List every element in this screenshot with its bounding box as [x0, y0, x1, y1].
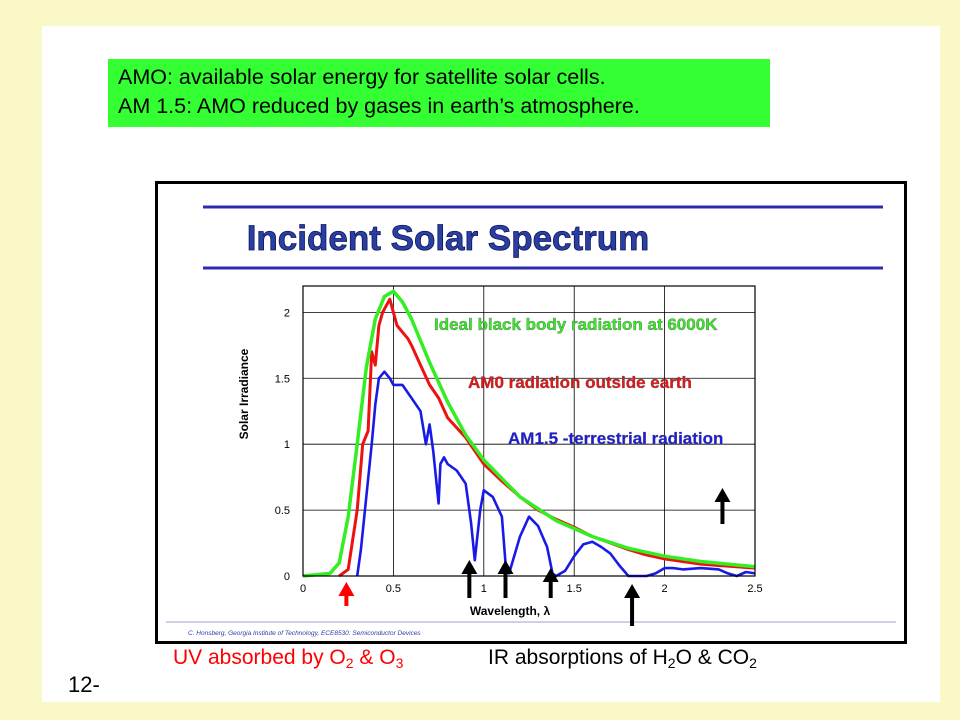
spectrum-chart: Incident Solar Spectrum 0 0.5 1 1.5 2 2.5 0 0.5… — [166, 205, 896, 637]
uv-caption-sub: 2 — [345, 655, 354, 671]
legend-am15: AM1.5 -terrestrial radiation — [508, 429, 723, 448]
y-tick-label: 2 — [284, 307, 290, 319]
uv-caption-text: UV absorbed by O — [173, 646, 346, 669]
x-tick-label: 2.5 — [747, 583, 762, 595]
ir-caption-sub: 2 — [667, 655, 676, 671]
blackbody-curve — [302, 289, 756, 578]
up-arrow-icon — [542, 568, 559, 582]
x-tick-label: 1.5 — [567, 583, 582, 595]
up-arrow-icon — [461, 560, 478, 574]
y-tick-label: 0.5 — [275, 505, 290, 517]
chart-axes: 0 0.5 1 1.5 2 2.5 0 0.5 1 1.5 2 — [275, 285, 763, 595]
plot-frame — [302, 285, 756, 577]
uv-caption-sub: 3 — [395, 655, 404, 671]
up-arrow-icon — [497, 560, 514, 574]
am0-curve — [338, 297, 756, 578]
ir-caption-text: O & CO — [675, 646, 750, 669]
figure-title: Incident Solar Spectrum — [247, 219, 650, 258]
solar-spectrum-figure: Incident Solar Spectrum 0 0.5 1 1.5 2 2.5 0 0.5… — [155, 181, 907, 644]
am15-curve — [355, 370, 756, 578]
up-arrow-icon — [338, 582, 355, 596]
x-tick-label: 0.5 — [386, 583, 401, 595]
up-arrow-icon — [714, 488, 731, 502]
ir-absorption-caption: IR absorptions of H2O & CO2 — [488, 646, 757, 670]
legend-am0: AM0 radiation outside earth — [468, 373, 692, 392]
figure-credit: C. Honsberg, Georgia Institute of Techno… — [188, 630, 421, 637]
note-line-am15: AM 1.5: AMO reduced by gases in earth’s … — [118, 94, 640, 118]
x-tick-label: 1 — [481, 583, 487, 595]
y-tick-label: 1.5 — [275, 373, 290, 385]
y-tick-label: 1 — [284, 439, 290, 451]
ir-caption-text: IR absorptions of H — [488, 646, 668, 669]
x-tick-label: 2 — [662, 583, 668, 595]
uv-absorption-caption: UV absorbed by O2 & O3 — [173, 646, 403, 670]
chart-legend: Ideal black body radiation at 6000K AM0 r… — [434, 315, 724, 448]
ir-caption-sub: 2 — [749, 655, 757, 671]
page-number: 12- — [68, 672, 100, 697]
x-tick-label: 0 — [300, 583, 306, 595]
note-line-am0: AMO: available solar energy for satellit… — [118, 65, 606, 89]
definition-note-box: AMO: available solar energy for satellit… — [108, 59, 770, 127]
absorption-arrows — [338, 488, 731, 626]
y-tick-label: 0 — [284, 571, 290, 583]
y-axis-label: Solar Irradiance — [237, 348, 251, 439]
legend-blackbody: Ideal black body radiation at 6000K — [434, 315, 718, 334]
x-axis-label: Wavelength, λ — [470, 604, 551, 618]
uv-caption-text: & O — [353, 646, 396, 669]
up-arrow-icon — [624, 584, 641, 598]
